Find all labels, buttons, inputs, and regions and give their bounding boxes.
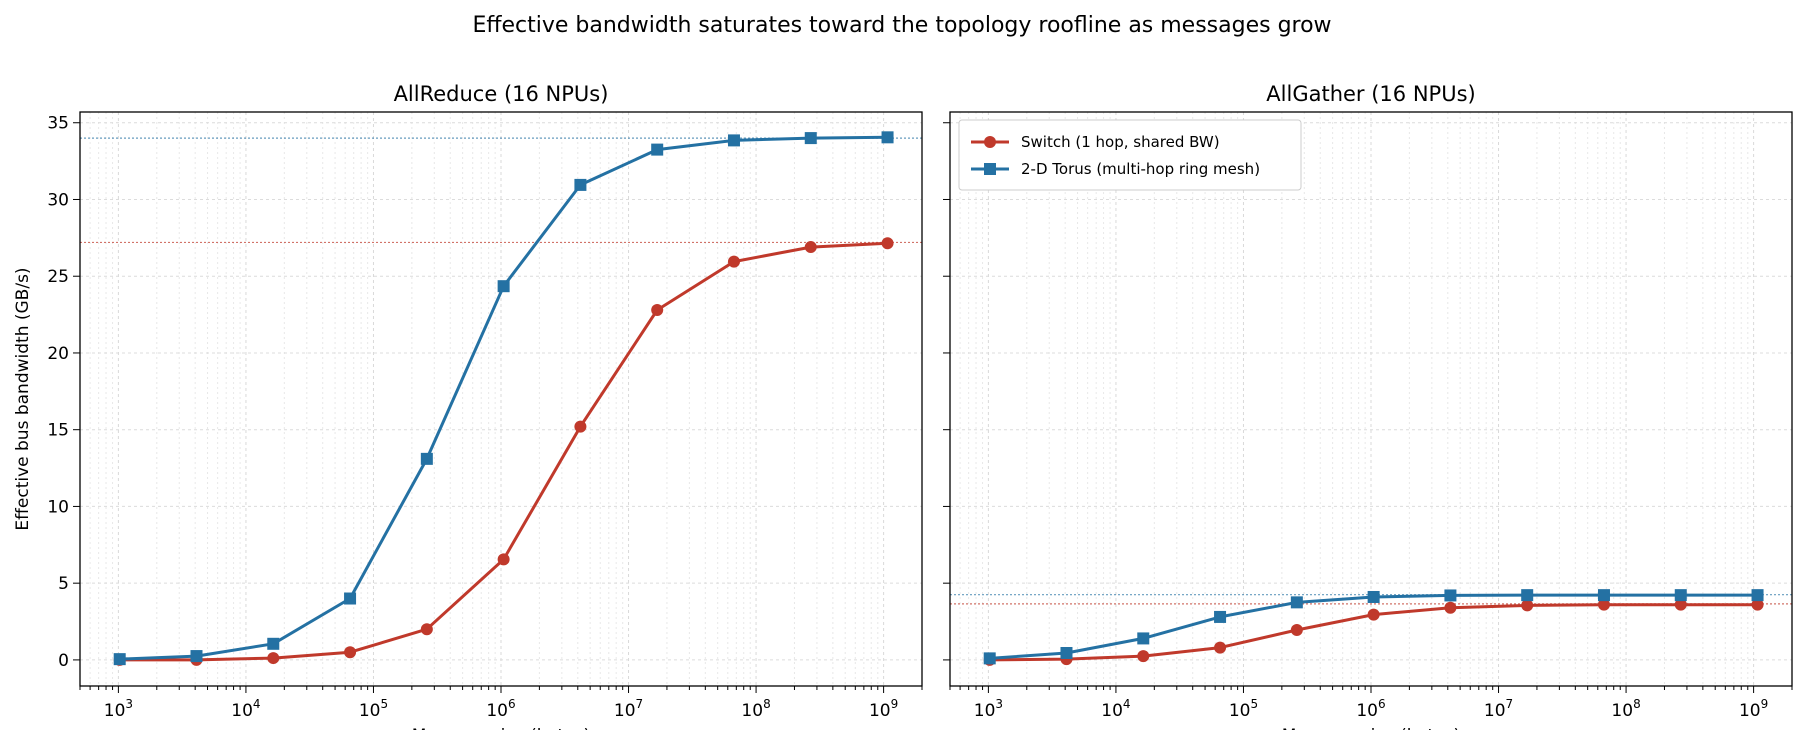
x-axis-label: Message size (bytes) xyxy=(412,726,590,730)
legend-marker-square xyxy=(984,163,996,175)
data-point-square xyxy=(1137,632,1150,645)
axes-title: AllGather (16 NPUs) xyxy=(1266,82,1475,106)
data-point-circle xyxy=(1751,598,1764,611)
data-point-square xyxy=(574,178,587,191)
data-point-square xyxy=(1214,610,1227,623)
allgather-panel: 103 104 105 106 107 108 109 AllGather (16 NPUs)… xyxy=(943,82,1793,730)
data-point-square xyxy=(1444,589,1457,602)
data-point-square xyxy=(344,592,357,605)
data-point-square xyxy=(881,131,894,144)
x-tick-label: 109 xyxy=(869,697,898,721)
y-tick-label: 35 xyxy=(47,114,69,134)
x-tick-label: 104 xyxy=(231,697,260,721)
data-point-square xyxy=(113,653,126,666)
data-point-square xyxy=(1597,589,1610,602)
legend-entry-label: Switch (1 hop, shared BW) xyxy=(1021,133,1220,151)
data-point-square xyxy=(1521,589,1534,602)
x-tick-label: 107 xyxy=(1484,697,1513,721)
data-point-circle xyxy=(344,646,357,659)
legend-frame xyxy=(958,119,1302,191)
x-tick-label: 106 xyxy=(486,697,515,721)
data-point-circle xyxy=(1214,641,1227,654)
data-point-circle xyxy=(1367,608,1380,621)
x-tick-label: 105 xyxy=(359,697,388,721)
data-point-circle xyxy=(881,237,894,250)
data-point-circle xyxy=(1444,601,1457,614)
data-point-circle xyxy=(651,303,664,316)
data-point-square xyxy=(804,132,817,145)
y-tick-label: 5 xyxy=(58,574,69,594)
data-point-circle xyxy=(1137,650,1150,663)
data-point-square xyxy=(983,652,996,665)
x-tick-label: 103 xyxy=(104,697,133,721)
x-tick-label: 108 xyxy=(1611,697,1640,721)
data-point-circle xyxy=(497,553,510,566)
x-tick-label: 109 xyxy=(1739,697,1768,721)
data-point-circle xyxy=(574,420,587,433)
data-point-square xyxy=(420,452,433,465)
data-point-circle xyxy=(1521,599,1534,612)
x-tick-label: 103 xyxy=(974,697,1003,721)
legend-marker-circle xyxy=(984,136,996,148)
data-point-circle xyxy=(1674,598,1687,611)
data-point-circle xyxy=(727,255,740,268)
data-point-circle xyxy=(804,241,817,254)
y-tick-label: 0 xyxy=(58,651,69,671)
allreduce-panel: 103 104 105 106 107 108 109 0 5 10 15 20 25 30 35 AllRe… xyxy=(13,82,923,730)
x-axis-label: Message size (bytes) xyxy=(1282,726,1460,730)
data-point-square xyxy=(1751,589,1764,602)
y-tick-label: 20 xyxy=(47,344,69,364)
x-tick-label: 108 xyxy=(741,697,770,721)
y-tick-label: 25 xyxy=(47,267,69,287)
y-tick-label: 10 xyxy=(47,497,69,517)
figure-suptitle: Effective bandwidth saturates toward the… xyxy=(472,13,1331,38)
data-point-square xyxy=(497,280,510,293)
axes-title: AllReduce (16 NPUs) xyxy=(394,82,609,106)
data-point-square xyxy=(727,134,740,147)
x-tick-label: 104 xyxy=(1101,697,1130,721)
data-point-circle xyxy=(420,623,433,636)
data-point-square xyxy=(651,143,664,156)
series-line xyxy=(119,241,888,662)
data-point-square xyxy=(267,637,280,650)
series-line xyxy=(119,135,888,661)
data-point-square xyxy=(1060,647,1073,660)
y-tick-label: 15 xyxy=(47,421,69,441)
x-tick-label: 107 xyxy=(614,697,643,721)
data-point-circle xyxy=(1290,623,1303,636)
x-tick-label: 106 xyxy=(1356,697,1385,721)
data-point-square xyxy=(190,650,203,663)
y-axis-label: Effective bus bandwidth (GB/s) xyxy=(13,267,33,530)
legend-entry-label: 2-D Torus (multi-hop ring mesh) xyxy=(1021,160,1260,178)
y-tick-label: 30 xyxy=(47,190,69,210)
data-point-square xyxy=(1367,590,1380,603)
x-tick-label: 105 xyxy=(1229,697,1258,721)
data-point-circle xyxy=(1597,598,1610,611)
data-point-square xyxy=(1674,589,1687,602)
data-point-square xyxy=(1290,596,1303,609)
data-point-circle xyxy=(267,652,280,665)
legend: Switch (1 hop, shared BW) 2-D Torus (mult… xyxy=(958,119,1302,191)
